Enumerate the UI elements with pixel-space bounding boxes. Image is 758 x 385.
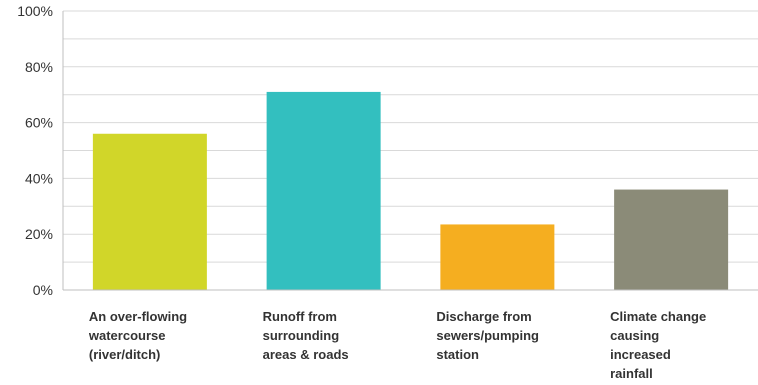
x-category-label: Climate change causing increased rainfal… bbox=[610, 309, 707, 381]
y-tick-label: 100% bbox=[17, 3, 53, 19]
bar bbox=[92, 133, 207, 290]
y-axis-tick-labels: 0% 20% 40% 60% 80% 100% bbox=[17, 3, 53, 298]
y-tick-label: 0% bbox=[33, 282, 53, 298]
x-category-label: An over-flowing watercourse (river/ditch… bbox=[88, 309, 188, 362]
y-tick-label: 80% bbox=[25, 59, 53, 75]
x-category-label: Runoff from surrounding areas & roads bbox=[262, 309, 349, 362]
y-tick-label: 40% bbox=[25, 170, 53, 186]
y-tick-label: 60% bbox=[25, 115, 53, 131]
bar bbox=[440, 224, 555, 290]
bar bbox=[614, 189, 729, 290]
y-tick-label: 20% bbox=[25, 226, 53, 242]
bars bbox=[92, 91, 729, 290]
x-category-label: Discharge from sewers/pumping station bbox=[436, 309, 539, 362]
bar bbox=[266, 91, 381, 290]
